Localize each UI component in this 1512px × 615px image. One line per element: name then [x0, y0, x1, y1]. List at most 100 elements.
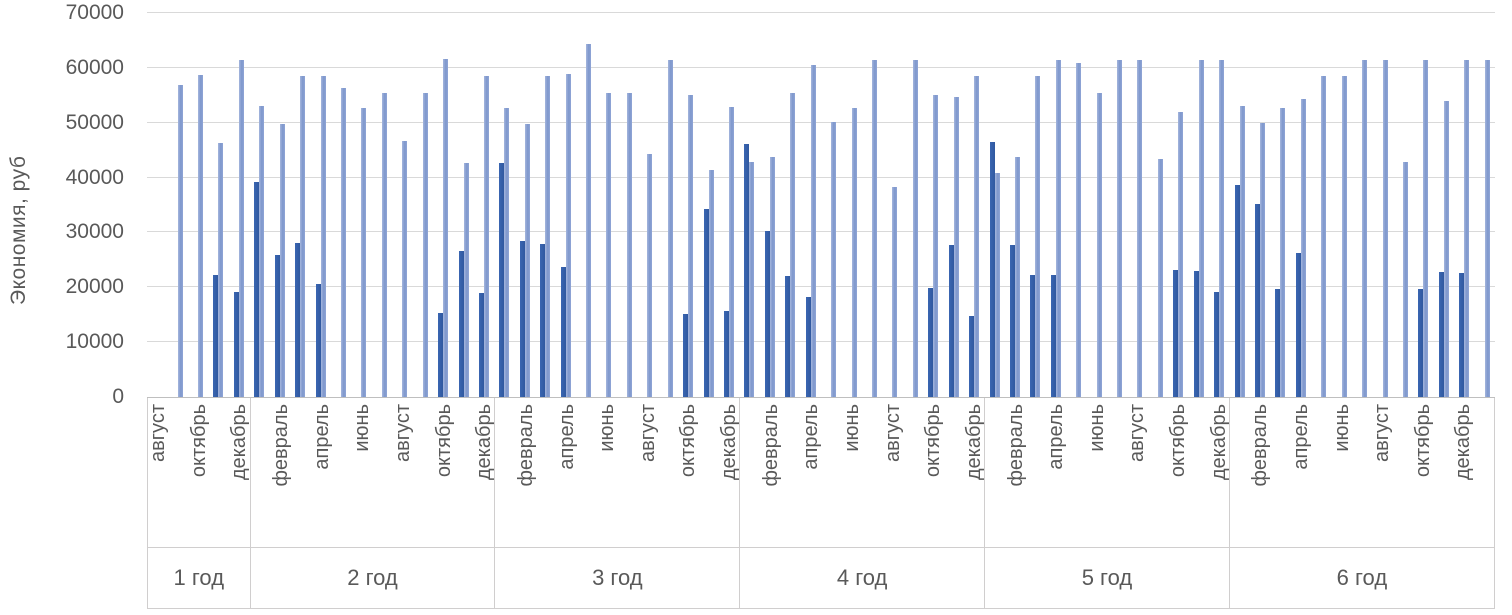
light-bar — [545, 76, 551, 397]
dark-bar — [683, 314, 689, 397]
light-bar — [177, 85, 183, 397]
bar-slot — [270, 13, 290, 397]
bar-slot — [1046, 13, 1066, 397]
dark-bar — [1030, 274, 1036, 397]
month-label: февраль — [759, 404, 782, 487]
month-label: октябрь — [1167, 404, 1189, 478]
x-axis-year-labels: 1 год 2 год 3 год 4 год 5 год 6 год — [147, 547, 1495, 609]
month-label-slot: октябрь — [922, 398, 945, 548]
light-bar — [708, 170, 714, 397]
month-label: октябрь — [922, 404, 945, 478]
light-bar — [422, 93, 428, 397]
light-bar — [688, 94, 694, 397]
bar-slot — [1005, 13, 1025, 397]
bar-slot — [188, 13, 208, 397]
light-bar — [1280, 108, 1286, 397]
light-bar — [626, 93, 632, 397]
light-bar — [259, 106, 265, 397]
month-label-slot: февраль — [270, 398, 292, 548]
bar-slot — [474, 13, 494, 397]
year-group: 6 год — [1228, 548, 1495, 608]
month-label: август — [147, 404, 170, 462]
bar-slot — [1127, 13, 1147, 397]
bar-slot — [821, 13, 841, 397]
light-bar — [810, 64, 816, 397]
bar-slot — [535, 13, 555, 397]
month-label-slot: декабрь — [228, 398, 251, 548]
light-bar — [279, 123, 285, 397]
bar-slot — [392, 13, 412, 397]
month-label: апрель — [555, 404, 578, 470]
light-bar — [1239, 105, 1245, 397]
bar-slot — [1474, 13, 1494, 397]
bar-slot — [1025, 13, 1045, 397]
light-bar — [1157, 158, 1163, 397]
plot-area — [147, 12, 1495, 398]
month-label-slot — [495, 398, 515, 548]
dark-bar — [744, 143, 750, 397]
bar-slot — [637, 13, 657, 397]
year-group: 1 год — [147, 548, 250, 608]
light-bar — [749, 162, 755, 397]
light-bar — [1423, 59, 1429, 397]
light-bar — [1464, 59, 1470, 397]
bar-slot — [678, 13, 698, 397]
gridline — [147, 12, 1495, 13]
dark-bar — [560, 267, 566, 397]
month-label-slot — [1066, 398, 1086, 548]
month-label: декабрь — [1207, 404, 1230, 481]
month-label-slot — [168, 398, 188, 548]
light-bar — [1198, 59, 1204, 397]
month-label-slot — [291, 398, 311, 548]
month-label-slot — [1474, 398, 1494, 548]
bar-slot — [1270, 13, 1290, 397]
month-label-slot: декабрь — [473, 398, 495, 548]
bar-slot — [760, 13, 780, 397]
light-bar — [1259, 123, 1265, 397]
bar-slot — [719, 13, 739, 397]
month-label: октябрь — [1411, 404, 1434, 478]
bar-slot — [1107, 13, 1127, 397]
bar-slot — [596, 13, 616, 397]
month-label-slot: октябрь — [1167, 398, 1189, 548]
bar-slot — [1352, 13, 1372, 397]
dark-bar — [1254, 204, 1260, 397]
month-label-slot — [943, 398, 963, 548]
month-label: декабрь — [228, 404, 251, 481]
light-bar — [790, 92, 796, 397]
dark-bar — [540, 243, 546, 397]
light-bar — [238, 60, 244, 397]
light-bar — [769, 157, 775, 397]
light-bar — [565, 74, 571, 397]
bar-slot — [310, 13, 330, 397]
month-label: август — [391, 404, 414, 462]
year-group: 2 год — [249, 548, 495, 608]
month-label-slot — [1433, 398, 1453, 548]
light-bar — [1137, 59, 1143, 397]
month-label-slot — [781, 398, 801, 548]
month-label-slot: апрель — [800, 398, 822, 548]
year-label: 4 год — [836, 565, 888, 590]
light-bar — [218, 143, 224, 397]
month-label: октябрь — [187, 404, 210, 478]
month-label-slot — [372, 398, 392, 548]
bar-slot — [617, 13, 637, 397]
light-bar — [851, 108, 857, 397]
month-label-slot: октябрь — [1411, 398, 1434, 548]
dark-bar — [989, 142, 995, 397]
light-bar — [953, 97, 959, 397]
dark-bar — [703, 208, 709, 397]
month-label-slot: август — [1371, 398, 1393, 548]
month-label: декабрь — [962, 404, 985, 481]
light-bar — [198, 75, 204, 397]
light-bar — [1484, 59, 1490, 397]
light-bar — [1321, 76, 1327, 397]
dark-bar — [1009, 245, 1015, 397]
y-axis-tick-label: 60000 — [65, 55, 124, 79]
bar-slot — [1454, 13, 1474, 397]
light-bar — [1402, 162, 1408, 397]
month-label: декабрь — [1452, 404, 1475, 481]
bar-slot — [433, 13, 453, 397]
light-bar — [933, 94, 939, 397]
